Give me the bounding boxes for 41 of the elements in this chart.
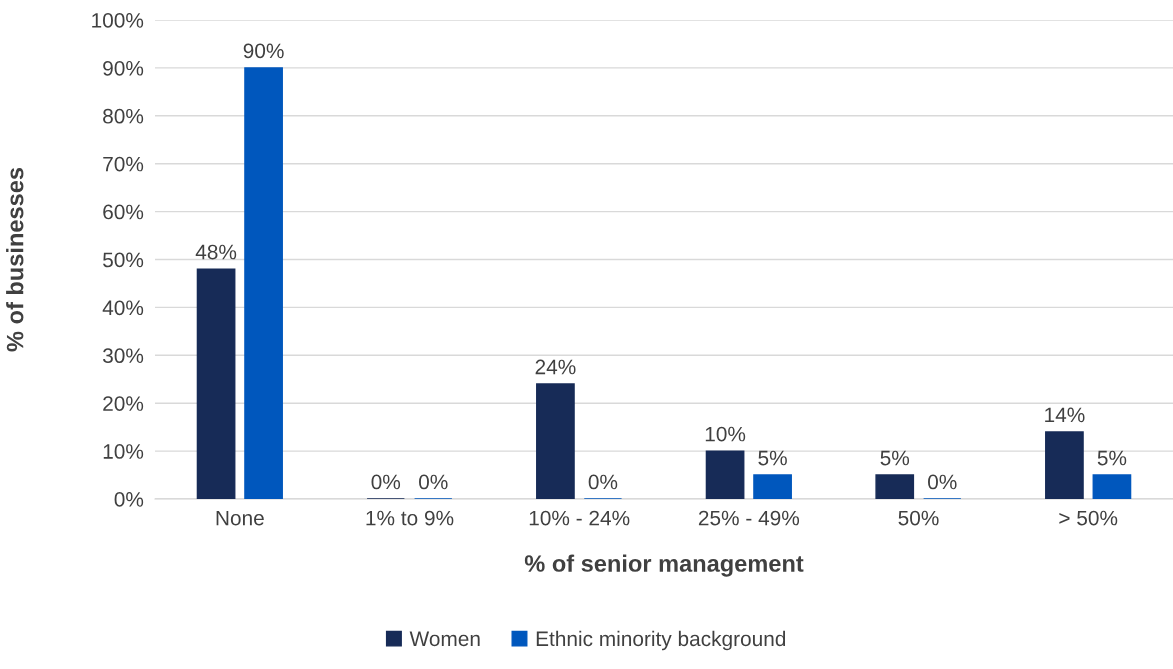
legend-label: Women: [409, 631, 480, 647]
y-axis-title: % of businesses: [6, 167, 24, 352]
data-label: 0%: [928, 474, 957, 490]
y-tick-label: 50%: [103, 252, 144, 268]
bar: [1092, 474, 1132, 499]
y-tick-label: 90%: [103, 60, 144, 76]
y-tick-label: 80%: [103, 108, 144, 124]
y-tick-label: 60%: [103, 204, 144, 220]
bar: [753, 474, 792, 499]
y-tick-label: 10%: [103, 444, 144, 459]
x-axis-title: % of senior management: [524, 554, 804, 577]
data-label: 10%: [705, 426, 746, 442]
x-tick-label: 50%: [898, 510, 939, 526]
x-tick-label: None: [216, 510, 264, 526]
data-label: 24%: [535, 359, 576, 375]
y-tick-label: 0%: [114, 492, 144, 507]
data-label: 14%: [1045, 407, 1085, 423]
y-tick-label: 100%: [92, 13, 144, 28]
y-tick-label: 40%: [102, 300, 144, 316]
y-tick-label: 20%: [103, 396, 144, 411]
data-label: 0%: [371, 474, 401, 490]
data-label: 5%: [880, 450, 910, 466]
data-label: 0%: [588, 474, 618, 490]
legend-label: Ethnic minority background: [536, 630, 786, 651]
data-label: 0%: [419, 474, 448, 490]
bar: [536, 383, 575, 499]
x-tick-label: 25% - 49%: [698, 510, 800, 526]
data-label: 90%: [243, 43, 284, 59]
bar: [1045, 431, 1084, 499]
bar: [875, 474, 915, 499]
bar: [196, 268, 236, 499]
data-label: 5%: [1097, 450, 1127, 466]
x-tick-label: 1% to 9%: [366, 510, 454, 526]
x-tick-label: 10% - 24%: [529, 510, 630, 526]
data-label: 5%: [758, 450, 787, 466]
bar: [244, 67, 283, 499]
data-label: 48%: [195, 244, 237, 260]
x-tick-label: > 50%: [1059, 510, 1118, 526]
y-tick-label: 70%: [103, 156, 144, 172]
y-tick-label: 30%: [102, 348, 144, 364]
bar: [705, 450, 745, 499]
